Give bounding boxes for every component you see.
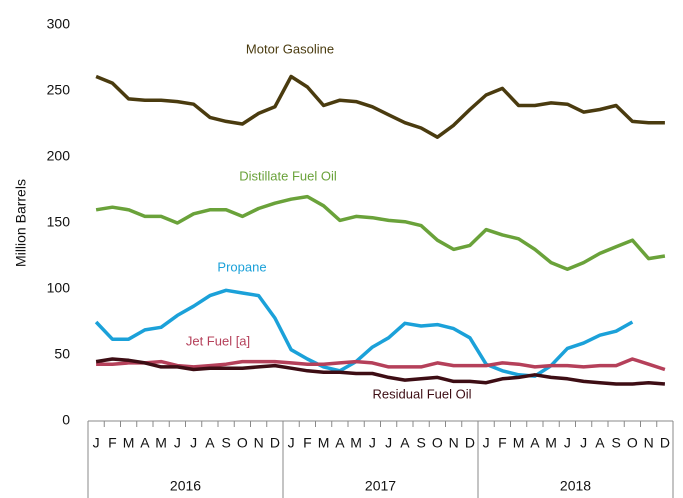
x-tick-label: S <box>221 435 230 451</box>
x-tick-label: F <box>498 435 507 451</box>
y-tick-label: 300 <box>47 16 71 32</box>
x-tick-label: J <box>369 435 376 451</box>
x-tick-label: J <box>564 435 571 451</box>
x-tick-label: N <box>254 435 264 451</box>
y-tick-label: 150 <box>47 214 71 230</box>
x-tick-label: D <box>465 435 475 451</box>
x-tick-label: J <box>190 435 197 451</box>
x-tick-label: D <box>270 435 280 451</box>
x-tick-label: A <box>205 435 215 451</box>
year-label: 2016 <box>170 478 201 494</box>
y-tick-label: 100 <box>47 280 71 296</box>
line-series <box>95 194 666 271</box>
x-tick-label: D <box>660 435 670 451</box>
x-tick-label: S <box>611 435 620 451</box>
x-tick-label: M <box>513 435 525 451</box>
y-tick-label: 200 <box>47 148 71 164</box>
x-tick-label: A <box>530 435 540 451</box>
series-label: Jet Fuel [a] <box>186 333 250 348</box>
x-tick-label: M <box>123 435 135 451</box>
line-series <box>94 288 634 378</box>
line-series <box>95 357 666 386</box>
line-series <box>95 74 665 139</box>
x-tick-label: J <box>174 435 181 451</box>
y-tick-label: 250 <box>47 82 71 98</box>
x-tick-label: J <box>385 435 392 451</box>
x-tick-label: J <box>93 435 100 451</box>
y-tick-label: 50 <box>54 346 70 362</box>
x-tick-label: A <box>140 435 150 451</box>
x-tick-label: N <box>449 435 459 451</box>
x-tick-label: A <box>400 435 410 451</box>
year-label: 2018 <box>560 478 591 494</box>
x-tick-label: S <box>416 435 425 451</box>
y-axis-label: Million Barrels <box>13 179 29 267</box>
x-tick-label: O <box>627 435 638 451</box>
x-tick-label: O <box>432 435 443 451</box>
x-tick-label: J <box>580 435 587 451</box>
x-tick-label: J <box>483 435 490 451</box>
x-tick-label: A <box>335 435 345 451</box>
x-tick-label: J <box>288 435 295 451</box>
series-label: Residual Fuel Oil <box>373 386 472 401</box>
x-tick-label: N <box>644 435 654 451</box>
x-tick-label: M <box>318 435 330 451</box>
x-tick-label: O <box>237 435 248 451</box>
year-label: 2017 <box>365 478 396 494</box>
x-tick-label: A <box>595 435 605 451</box>
x-tick-label: F <box>303 435 312 451</box>
x-tick-label: M <box>545 435 557 451</box>
x-tick-label: F <box>108 435 117 451</box>
x-tick-label: M <box>155 435 167 451</box>
x-tick-label: M <box>350 435 362 451</box>
series-label: Motor Gasoline <box>246 41 334 56</box>
y-tick-label: 0 <box>62 412 70 428</box>
series-label: Distillate Fuel Oil <box>239 168 337 183</box>
series-label: Propane <box>217 259 266 274</box>
line-series <box>96 357 666 372</box>
